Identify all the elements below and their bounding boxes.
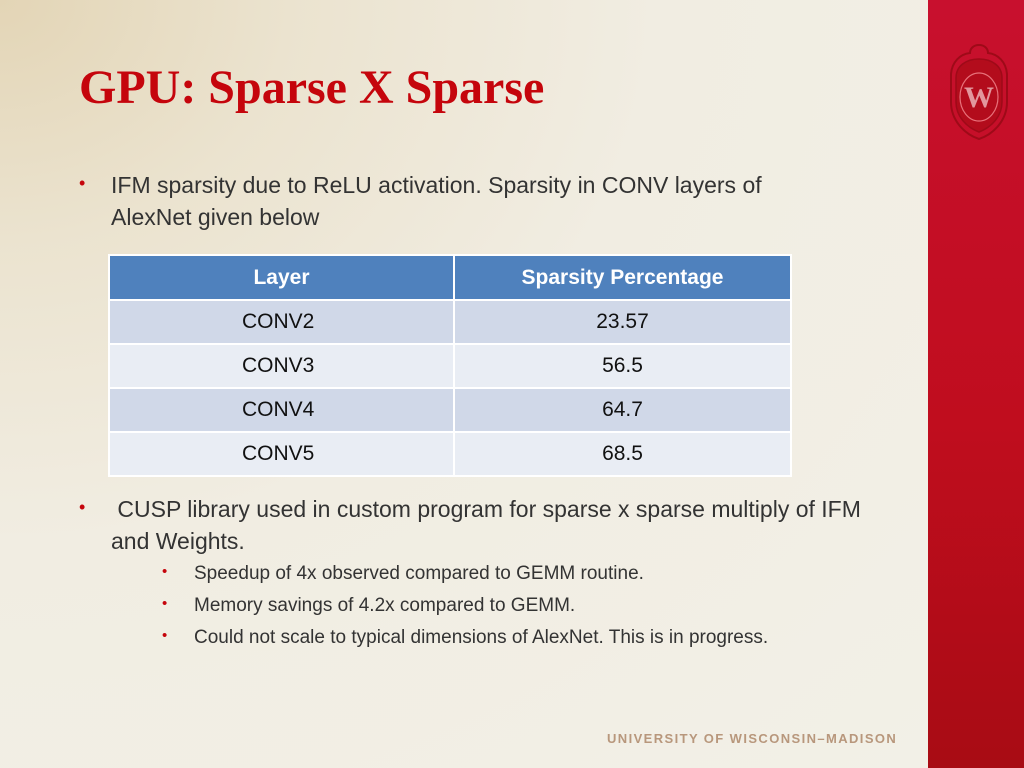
bullet-2-line-1: CUSP library used in custom program for …	[111, 496, 861, 522]
sub-bullet-speedup: Speedup of 4x observed compared to GEMM …	[194, 563, 644, 584]
sparsity-cell: 64.7	[453, 387, 792, 433]
table-row: CONV5 68.5	[108, 431, 792, 477]
table-row: CONV4 64.7	[108, 387, 792, 433]
sub-bullet-marker: •	[162, 595, 168, 612]
bullet-1-line-1: IFM sparsity due to ReLU activation. Spa…	[111, 172, 762, 198]
table-row: CONV2 23.57	[108, 299, 792, 345]
bullet-marker: •	[79, 497, 86, 517]
layer-cell: CONV2	[108, 299, 455, 345]
sparsity-cell: 23.57	[453, 299, 792, 345]
sub-bullet-marker: •	[162, 563, 168, 580]
bullet-2-line-2: and Weights.	[111, 528, 245, 554]
uw-crest-icon: W	[950, 43, 1008, 141]
sparsity-cell: 68.5	[453, 431, 792, 477]
university-footer: UNIVERSITY OF WISCONSIN–MADISON	[607, 731, 898, 746]
sparsity-cell: 56.5	[453, 343, 792, 389]
table-row: CONV3 56.5	[108, 343, 792, 389]
layer-cell: CONV3	[108, 343, 455, 389]
sub-bullet-marker: •	[162, 627, 168, 644]
sparsity-table: Layer Sparsity Percentage CONV2 23.57 CO…	[108, 254, 792, 477]
sub-bullet-memory: Memory savings of 4.2x compared to GEMM.	[194, 595, 576, 616]
column-header-layer: Layer	[108, 254, 455, 301]
bullet-1-line-2: AlexNet given below	[111, 204, 320, 230]
layer-cell: CONV4	[108, 387, 455, 433]
bullet-marker: •	[79, 173, 86, 193]
column-header-sparsity: Sparsity Percentage	[453, 254, 792, 301]
svg-text:W: W	[964, 81, 994, 114]
table-header-row: Layer Sparsity Percentage	[108, 254, 792, 301]
sub-bullet-scaling: Could not scale to typical dimensions of…	[194, 627, 769, 648]
layer-cell: CONV5	[108, 431, 455, 477]
slide-title: GPU: Sparse X Sparse	[79, 61, 545, 114]
